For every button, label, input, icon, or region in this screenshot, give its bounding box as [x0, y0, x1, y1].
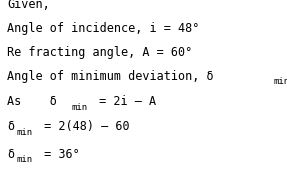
Text: Angle of incidence, i = 48°: Angle of incidence, i = 48°	[7, 22, 199, 35]
Text: δ: δ	[7, 148, 14, 161]
Text: δ: δ	[7, 120, 14, 133]
Text: min: min	[274, 77, 287, 86]
Text: min: min	[16, 155, 32, 164]
Text: Re fracting angle, A = 60°: Re fracting angle, A = 60°	[7, 46, 192, 59]
Text: = 2(48) – 60: = 2(48) – 60	[37, 120, 130, 133]
Text: min: min	[71, 103, 88, 112]
Text: Given,: Given,	[7, 0, 50, 11]
Text: min: min	[16, 127, 32, 136]
Text: = 2i – A: = 2i – A	[92, 95, 156, 108]
Text: = 36°: = 36°	[37, 148, 80, 161]
Text: As    δ: As δ	[7, 95, 57, 108]
Text: Angle of minimum deviation, δ: Angle of minimum deviation, δ	[7, 70, 214, 83]
